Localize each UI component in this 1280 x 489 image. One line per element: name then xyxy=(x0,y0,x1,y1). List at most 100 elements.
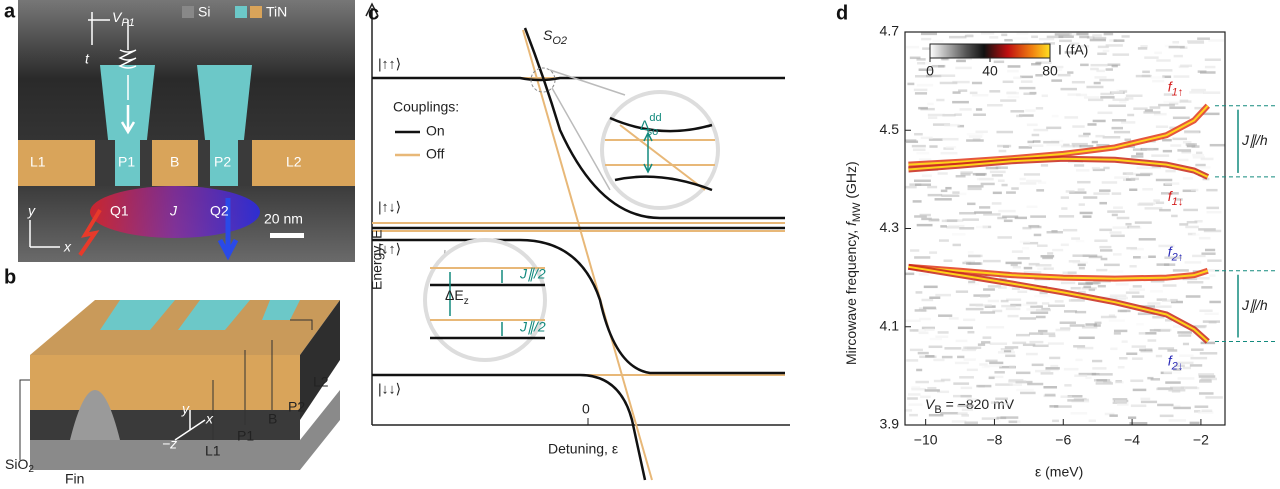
noise xyxy=(1111,192,1122,195)
noise xyxy=(1096,379,1108,382)
noise xyxy=(1060,87,1077,91)
noise xyxy=(1049,356,1061,360)
noise xyxy=(1077,263,1086,267)
noise xyxy=(1078,282,1093,285)
noise xyxy=(1035,369,1051,373)
noise xyxy=(1030,311,1049,314)
noise xyxy=(1144,207,1163,210)
noise xyxy=(943,259,953,262)
gate-label: P1 xyxy=(118,154,135,170)
noise xyxy=(1021,41,1030,44)
noise xyxy=(1157,329,1171,332)
noise xyxy=(1083,285,1092,289)
trace-label-main: f xyxy=(1168,352,1174,368)
oxide-label: SiO2 xyxy=(5,456,34,475)
noise xyxy=(951,233,966,236)
noise xyxy=(922,47,934,50)
noise xyxy=(1198,411,1214,414)
noise xyxy=(1075,169,1090,172)
noise xyxy=(983,259,1001,263)
noise xyxy=(1019,317,1037,320)
noise xyxy=(1099,249,1113,252)
noise xyxy=(1117,403,1129,406)
noise xyxy=(1095,382,1113,385)
state-label: |↓↑⟩ xyxy=(378,241,401,257)
noise xyxy=(1111,213,1118,217)
noise xyxy=(1076,93,1088,97)
tick-label: 0 xyxy=(582,401,590,417)
noise xyxy=(916,151,930,155)
noise xyxy=(1049,68,1063,72)
noise xyxy=(1179,223,1189,226)
noise xyxy=(1019,86,1036,90)
noise xyxy=(976,177,994,181)
noise xyxy=(914,215,927,218)
axis-label: x xyxy=(63,239,72,255)
noise xyxy=(1086,85,1104,89)
noise xyxy=(1006,191,1016,194)
noise xyxy=(1001,304,1016,308)
noise xyxy=(1100,96,1115,99)
noise xyxy=(1077,290,1086,294)
noise xyxy=(1018,114,1034,117)
noise xyxy=(1051,114,1059,118)
panel-letter: c xyxy=(368,2,379,24)
noise xyxy=(1005,307,1021,311)
arrow xyxy=(120,105,136,135)
x-tick-label: −2 xyxy=(1193,432,1209,448)
noise xyxy=(1201,286,1213,289)
zoom-marker xyxy=(530,67,556,93)
noise xyxy=(1132,148,1147,151)
noise xyxy=(979,295,989,298)
noise xyxy=(1067,395,1083,398)
noise xyxy=(955,66,972,70)
noise xyxy=(1034,294,1050,298)
noise xyxy=(1094,76,1107,79)
noise xyxy=(1069,33,1080,36)
scale-label: 20 nm xyxy=(264,211,303,227)
noise xyxy=(917,61,926,65)
noise xyxy=(1129,188,1138,191)
noise xyxy=(1164,319,1172,322)
noise xyxy=(1156,263,1170,266)
noise xyxy=(1051,79,1063,82)
noise xyxy=(1187,41,1205,44)
noise xyxy=(1021,247,1030,250)
trace-core xyxy=(908,265,1209,280)
noise xyxy=(1045,368,1059,372)
gap-label: Δdd so xyxy=(640,112,662,138)
noise xyxy=(1013,76,1022,80)
noise xyxy=(934,198,952,201)
noise xyxy=(1001,33,1008,37)
noise xyxy=(916,368,923,372)
noise xyxy=(1152,79,1165,83)
noise xyxy=(1061,207,1068,210)
noise xyxy=(1071,237,1081,240)
noise xyxy=(1119,357,1128,360)
noise xyxy=(1078,203,1085,206)
noise xyxy=(1016,114,1023,118)
noise xyxy=(1132,388,1147,392)
noise xyxy=(1110,347,1118,351)
noise xyxy=(1048,334,1056,338)
legend-label: Off xyxy=(426,146,445,162)
noise xyxy=(987,299,1000,303)
colorbar-tick-label: 80 xyxy=(1042,63,1058,79)
axis-label: x xyxy=(205,411,214,427)
noise xyxy=(1006,91,1019,95)
inset-levels xyxy=(430,267,545,321)
noise xyxy=(973,113,986,116)
noise xyxy=(920,395,931,399)
noise xyxy=(1164,182,1180,185)
y-tick-label: 3.9 xyxy=(880,416,900,432)
noise xyxy=(1059,39,1072,43)
noise xyxy=(1204,312,1219,315)
noise xyxy=(1083,96,1100,99)
noise xyxy=(1205,396,1223,399)
noise xyxy=(998,209,1016,213)
noise xyxy=(1028,262,1040,266)
noise xyxy=(907,82,915,86)
noise xyxy=(1198,236,1211,240)
noise xyxy=(1078,134,1090,138)
noise xyxy=(1110,234,1125,238)
